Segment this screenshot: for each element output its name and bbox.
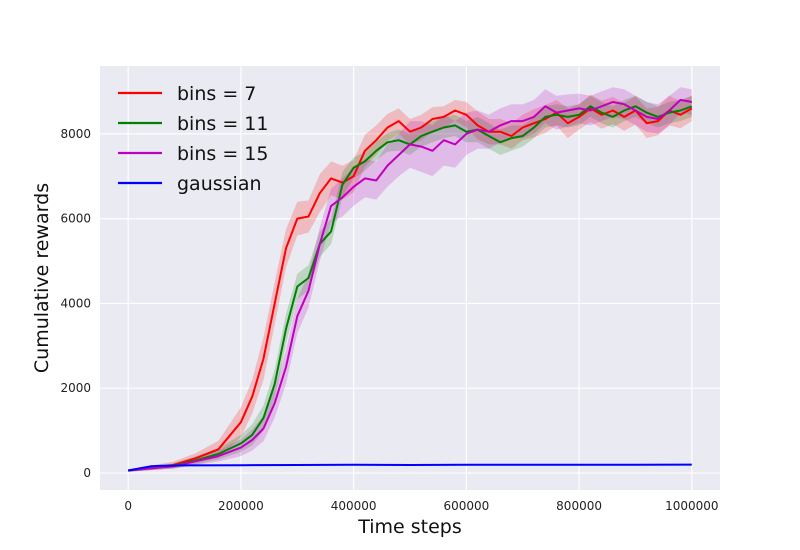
legend-label: gaussian	[177, 173, 262, 195]
plot-area-background	[100, 66, 720, 490]
y-tick-label: 6000	[60, 212, 91, 226]
legend-label: bins = 15	[177, 143, 268, 165]
line-series-1	[128, 107, 693, 472]
legend-label: bins = 7	[177, 83, 256, 105]
x-tick-label: 600000	[443, 499, 489, 513]
line-series-3	[128, 98, 692, 472]
y-tick-label: 0	[83, 466, 91, 480]
x-tick-label: 800000	[556, 499, 602, 513]
legend: bins = 7 bins = 11 bins = 15 gaussian	[118, 83, 268, 195]
y-tick-label: 2000	[60, 381, 91, 395]
line-series-2	[128, 105, 693, 472]
x-tick-label: 400000	[331, 499, 377, 513]
y-tick-label: 8000	[60, 127, 91, 141]
x-tick-label: 1000000	[665, 499, 718, 513]
line-series-4	[128, 463, 692, 472]
y-tick-label: 4000	[60, 296, 91, 310]
y-tick-labels: 0 2000 4000 6000 8000	[60, 127, 91, 480]
x-axis-label: Time steps	[357, 516, 462, 538]
y-axis-label: Cumulative rewards	[31, 183, 53, 373]
band-series-3	[128, 87, 692, 472]
series-lines	[128, 98, 693, 472]
x-tick-label: 0	[124, 499, 132, 513]
x-tick-labels: 0 200000 400000 600000 800000 1000000	[124, 499, 718, 513]
x-tick-label: 200000	[218, 499, 264, 513]
legend-label: bins = 11	[177, 113, 268, 135]
grid-lines	[100, 66, 720, 490]
